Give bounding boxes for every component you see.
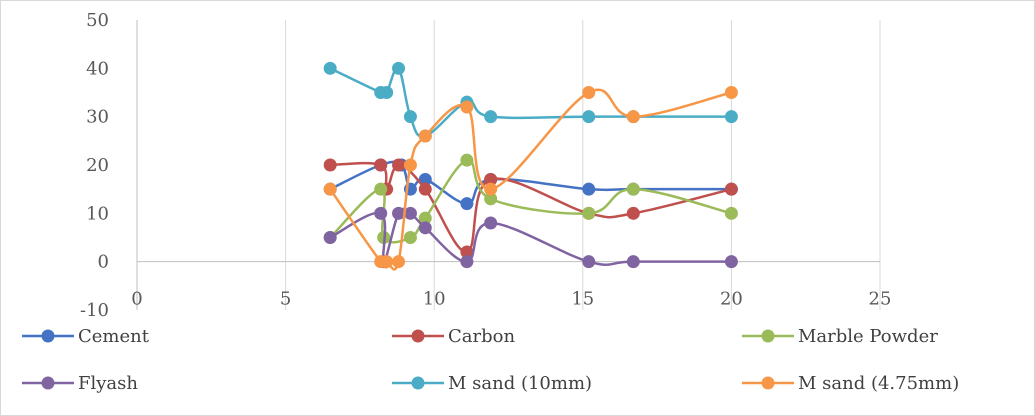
series-layer [323,61,738,271]
y-tick-label: 50 [86,10,109,31]
y-tick-label: 20 [86,155,109,176]
data-point [484,173,498,186]
legend-item: Flyash [22,373,138,394]
data-point [392,61,406,75]
x-tick-label: 5 [280,289,291,310]
legend-item: M sand (10mm) [392,373,592,394]
data-point [460,245,474,259]
legend-swatch-marker [411,329,425,343]
data-point [626,182,640,196]
data-point [626,206,640,220]
legend-item: Cement [22,326,150,347]
y-tick-label: 40 [86,58,109,79]
data-point [724,110,738,124]
data-point [484,216,498,230]
legend-label: M sand (10mm) [448,373,592,394]
data-point [418,129,432,143]
data-point [418,211,432,225]
data-point [403,110,417,124]
data-point [582,255,596,269]
data-point [460,255,474,269]
data-point [626,255,640,269]
legend-label: Carbon [448,326,515,347]
y-tick-label: 0 [98,252,109,273]
x-tick-label: 25 [869,289,892,310]
legend-swatch-marker [411,376,425,390]
data-point [392,206,406,220]
series-carbon [323,158,738,259]
data-point [484,182,498,196]
data-point [418,173,432,186]
data-point [403,158,417,172]
data-point [724,206,738,220]
x-tick-label: 10 [423,289,446,310]
data-point [403,206,417,220]
data-point [392,158,406,172]
data-point [374,206,388,220]
legend-legend: Cement Carbon Marble Powder Flyash M sand (1… [22,326,959,394]
legend-label: M sand (4.75mm) [798,373,959,394]
data-point [460,153,474,167]
data-point [374,158,388,172]
data-point [380,255,394,269]
legend-label: Flyash [78,373,138,394]
x-tick-label: 20 [720,289,743,310]
legend-swatch-marker [761,376,775,390]
data-point [460,100,474,114]
data-point [323,61,337,75]
data-point [460,197,474,211]
data-point [724,182,738,196]
legend-swatch-marker [761,329,775,343]
y-tick-label: 30 [86,107,109,128]
data-point [380,86,394,99]
data-point [724,255,738,269]
data-point [418,182,432,196]
tick-layer: -10 0 10 20 30 40 50 0 5 10 15 20 25 [80,10,891,321]
data-point [582,110,596,124]
data-point [323,182,337,196]
data-point [374,182,388,196]
x-tick-label: 15 [571,289,594,310]
legend-item: Marble Powder [742,326,938,347]
data-point [403,231,417,244]
data-point [582,86,596,99]
data-point [582,206,596,220]
data-point [484,110,498,124]
y-tick-label: 10 [86,203,109,224]
legend-item: M sand (4.75mm) [742,373,959,394]
data-point [323,158,337,172]
data-point [724,86,738,99]
data-point [582,182,596,196]
legend-label: Cement [78,326,150,347]
series-m-sand-4-75mm [323,86,738,271]
legend-swatch-marker [41,329,55,343]
data-point [392,255,406,269]
legend-label: Marble Powder [798,326,938,347]
data-point [484,192,498,206]
y-tick-label: -10 [80,300,109,321]
legend-item: Carbon [392,326,515,347]
axis-layer [136,20,880,310]
data-point [323,231,337,244]
x-tick-label: 0 [131,289,142,310]
legend-swatch-marker [41,376,55,390]
data-point [626,110,640,124]
data-point [418,221,432,235]
